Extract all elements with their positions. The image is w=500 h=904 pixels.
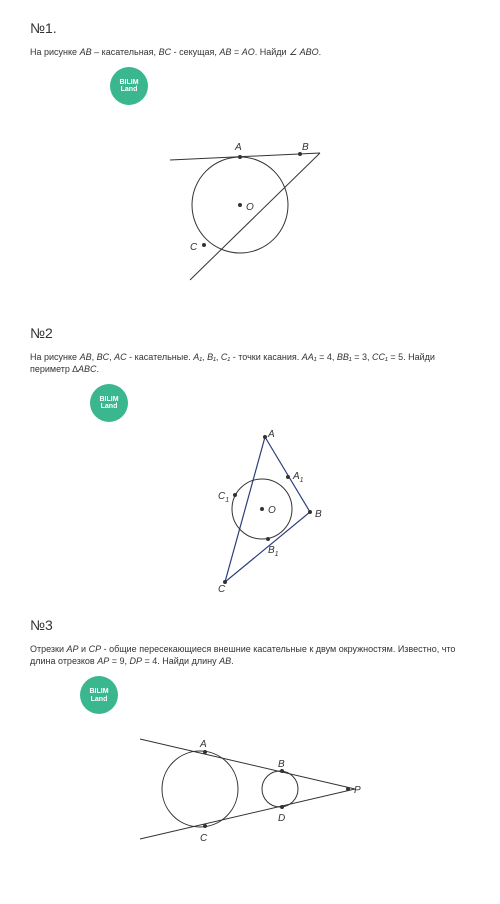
svg-text:A: A — [267, 429, 275, 440]
svg-text:D: D — [278, 813, 285, 824]
svg-text:C: C — [218, 584, 226, 592]
problem-2-number: №2 — [30, 325, 470, 341]
badge-wrap-2: BILIMLand — [90, 384, 470, 422]
bilim-badge: BILIMLand — [80, 676, 118, 714]
svg-text:C1: C1 — [218, 491, 229, 504]
svg-text:A: A — [199, 739, 207, 750]
figure-2: A B C O A1 B1 C1 — [30, 427, 470, 592]
svg-text:C: C — [190, 242, 198, 253]
svg-text:O: O — [246, 202, 254, 213]
figure-3-svg: A B C D P — [120, 719, 380, 859]
svg-text:B: B — [315, 509, 322, 520]
problem-3-number: №3 — [30, 617, 470, 633]
problem-2-text: На рисунке AB, BC, AC - касательные. A₁,… — [30, 351, 470, 376]
figure-2-svg: A B C O A1 B1 C1 — [150, 427, 350, 592]
svg-text:B: B — [278, 759, 285, 770]
svg-text:C: C — [200, 833, 208, 844]
problem-2: №2 На рисунке AB, BC, AC - касательные. … — [30, 325, 470, 592]
svg-text:A1: A1 — [292, 471, 304, 484]
badge-wrap-1: BILIMLand — [110, 67, 470, 105]
svg-text:O: O — [268, 505, 276, 516]
problem-3: №3 Отрезки AP и CP - общие пересекающиес… — [30, 617, 470, 859]
problem-1: №1. На рисунке AB – касательная, BC - се… — [30, 20, 470, 300]
svg-text:P: P — [354, 785, 361, 796]
problem-1-text: На рисунке AB – касательная, BC - секуща… — [30, 46, 470, 59]
figure-3: A B C D P — [30, 719, 470, 859]
bilim-badge: BILIMLand — [110, 67, 148, 105]
problem-3-text: Отрезки AP и CP - общие пересекающиеся в… — [30, 643, 470, 668]
badge-wrap-3: BILIMLand — [80, 676, 470, 714]
figure-1-svg: A B O C — [140, 110, 360, 300]
bilim-badge: BILIMLand — [90, 384, 128, 422]
svg-text:B1: B1 — [268, 545, 279, 558]
svg-text:B: B — [302, 142, 309, 153]
problem-1-number: №1. — [30, 20, 470, 36]
svg-text:A: A — [234, 142, 242, 153]
figure-1: A B O C — [30, 110, 470, 300]
